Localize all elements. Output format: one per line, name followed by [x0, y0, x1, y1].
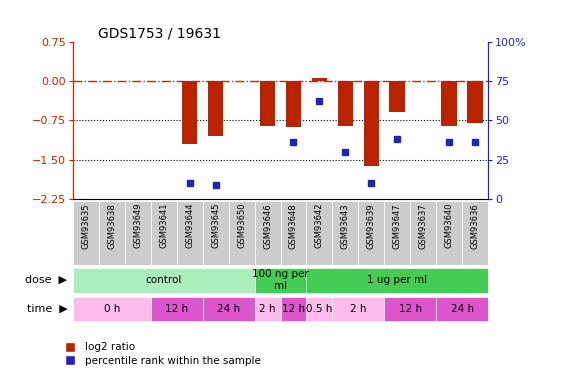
Bar [99, 201, 125, 265]
Bar [177, 201, 203, 265]
Text: GSM93648: GSM93648 [289, 203, 298, 249]
Bar [338, 81, 353, 126]
Text: GSM93638: GSM93638 [107, 203, 116, 249]
Bar [203, 201, 229, 265]
Bar [311, 78, 327, 81]
Bar [73, 268, 255, 292]
Bar [255, 268, 306, 292]
Bar [306, 201, 332, 265]
Text: GSM93641: GSM93641 [159, 203, 168, 248]
Text: 2 h: 2 h [350, 304, 366, 314]
Text: 12 h: 12 h [282, 304, 305, 314]
Text: 24 h: 24 h [450, 304, 473, 314]
Bar [384, 297, 436, 321]
Text: 24 h: 24 h [217, 304, 240, 314]
Bar [125, 201, 151, 265]
Bar [462, 201, 488, 265]
Text: 2 h: 2 h [259, 304, 276, 314]
Bar [151, 297, 203, 321]
Text: 12 h: 12 h [399, 304, 422, 314]
Bar [280, 201, 306, 265]
Text: GSM93647: GSM93647 [393, 203, 402, 249]
Text: GSM93649: GSM93649 [134, 203, 142, 248]
Text: time  ▶: time ▶ [26, 304, 67, 314]
Bar [467, 81, 483, 123]
Bar [436, 201, 462, 265]
Bar [332, 201, 358, 265]
Bar [442, 81, 457, 126]
Bar [208, 81, 223, 136]
Text: GSM93642: GSM93642 [315, 203, 324, 248]
Bar [364, 81, 379, 166]
Bar [229, 201, 255, 265]
Bar [73, 201, 99, 265]
Bar [286, 81, 301, 127]
Bar [410, 201, 436, 265]
Text: GSM93636: GSM93636 [471, 203, 480, 249]
Text: GDS1753 / 19631: GDS1753 / 19631 [98, 27, 221, 40]
Bar [260, 81, 275, 126]
Text: 1 ug per ml: 1 ug per ml [367, 275, 427, 285]
Text: 0.5 h: 0.5 h [306, 304, 333, 314]
Text: 100 ng per
ml: 100 ng per ml [252, 269, 309, 291]
Bar [255, 297, 280, 321]
Text: GSM93645: GSM93645 [211, 203, 220, 248]
Text: GSM93635: GSM93635 [81, 203, 90, 249]
Bar [389, 81, 405, 112]
Bar [73, 297, 151, 321]
Text: dose  ▶: dose ▶ [25, 275, 67, 285]
Bar [280, 297, 306, 321]
Bar [332, 297, 384, 321]
Text: GSM93640: GSM93640 [445, 203, 454, 248]
Legend: log2 ratio, percentile rank within the sample: log2 ratio, percentile rank within the s… [56, 338, 265, 370]
Text: GSM93646: GSM93646 [263, 203, 272, 249]
Bar [384, 201, 410, 265]
Bar [306, 268, 488, 292]
Text: GSM93643: GSM93643 [341, 203, 350, 249]
Text: 12 h: 12 h [165, 304, 188, 314]
Bar [151, 201, 177, 265]
Bar [358, 201, 384, 265]
Text: 0 h: 0 h [104, 304, 120, 314]
Bar [203, 297, 255, 321]
Bar [255, 201, 280, 265]
Bar [436, 297, 488, 321]
Bar [182, 81, 197, 144]
Text: GSM93637: GSM93637 [419, 203, 427, 249]
Text: GSM93644: GSM93644 [185, 203, 194, 248]
Text: GSM93650: GSM93650 [237, 203, 246, 248]
Bar [306, 297, 332, 321]
Text: control: control [145, 275, 182, 285]
Text: GSM93639: GSM93639 [367, 203, 376, 249]
